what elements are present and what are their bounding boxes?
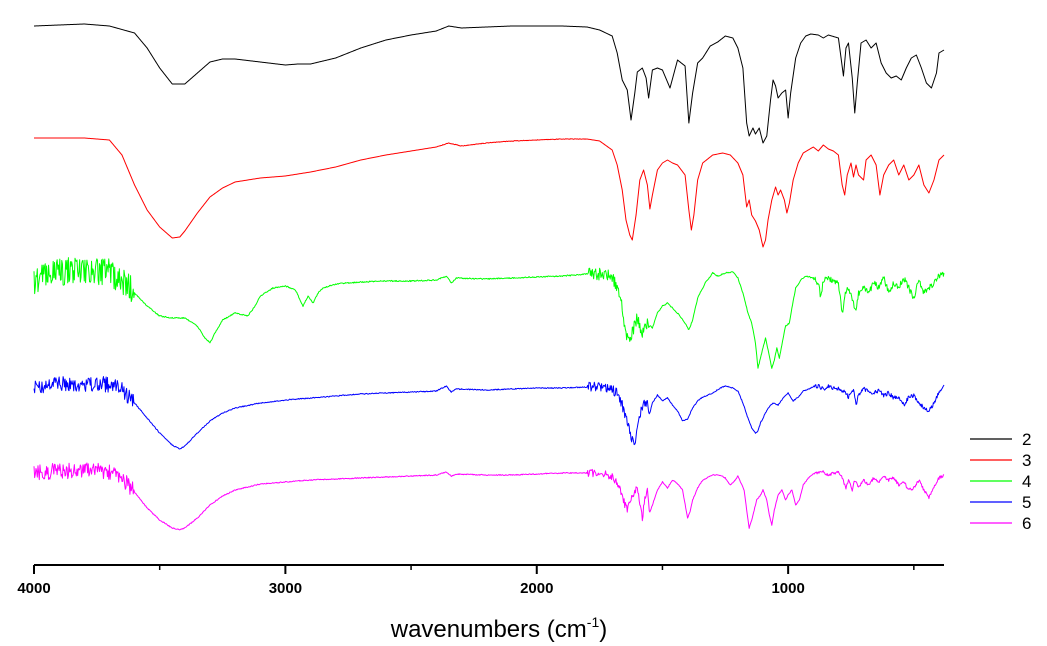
series-line-5 [33, 376, 945, 450]
x-axis-title-superscript: -1 [587, 614, 600, 630]
legend-label-6: 6 [1022, 514, 1031, 533]
x-tick-label-2000: 2000 [520, 580, 553, 597]
series-line-2 [33, 23, 945, 144]
plot-area [33, 23, 945, 531]
x-ticks: 4000 3000 2000 1000 [17, 565, 915, 597]
series-line-6 [33, 462, 945, 531]
x-tick-label-4000: 4000 [17, 580, 50, 597]
series-line-3 [34, 137, 945, 248]
x-axis-title-main: wavenumbers (cm [390, 616, 587, 643]
legend-label-2: 2 [1022, 430, 1031, 449]
x-tick-label-3000: 3000 [269, 580, 302, 597]
legend: 2 3 4 5 6 [970, 430, 1031, 533]
legend-label-5: 5 [1022, 493, 1031, 512]
x-axis-title: wavenumbers (cm-1) [390, 614, 608, 643]
x-axis: 4000 3000 2000 1000 [17, 564, 944, 597]
legend-label-3: 3 [1022, 451, 1031, 470]
legend-label-4: 4 [1022, 472, 1031, 491]
series-line-4 [33, 257, 945, 369]
x-axis-title-suffix: ) [599, 616, 607, 643]
x-tick-label-1000: 1000 [771, 580, 804, 597]
